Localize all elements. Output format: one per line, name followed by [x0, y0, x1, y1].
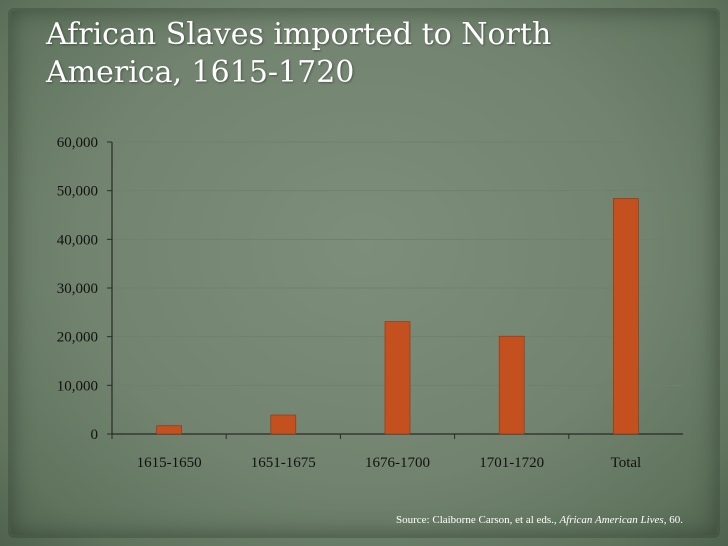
y-tick-label: 60,000 — [57, 135, 98, 151]
x-tick-label: 1615-1650 — [137, 455, 202, 471]
y-tick-label: 20,000 — [57, 330, 98, 346]
source-prefix: Source: Claiborne Carson, et al eds., — [396, 514, 560, 526]
title-line-2: America, 1615-1720 — [46, 55, 355, 90]
x-tick-label: 1701-1720 — [479, 455, 544, 471]
x-tick-label: Total — [611, 455, 642, 471]
title-line-1: African Slaves imported to North — [46, 17, 552, 52]
bar-1651-1675 — [270, 414, 297, 435]
y-tick-label: 0 — [91, 427, 99, 443]
y-tick-label: 30,000 — [57, 281, 98, 297]
bar-1676-1700 — [384, 321, 411, 435]
source-suffix: , 60. — [663, 514, 683, 526]
x-tick-label: 1676-1700 — [365, 455, 430, 471]
y-tick-label: 40,000 — [57, 232, 98, 248]
source-book-title: African American Lives — [559, 514, 664, 526]
bar-1615-1650 — [156, 425, 182, 435]
bar-total — [613, 198, 639, 435]
slide-title: African Slaves imported to North America… — [46, 16, 706, 92]
bar-1701-1720 — [498, 335, 525, 435]
x-tick-label: 1651-1675 — [251, 455, 316, 471]
y-tick-label: 10,000 — [57, 378, 98, 394]
y-tick-label: 50,000 — [57, 184, 98, 200]
source-citation: Source: Claiborne Carson, et al eds., Af… — [396, 514, 683, 526]
